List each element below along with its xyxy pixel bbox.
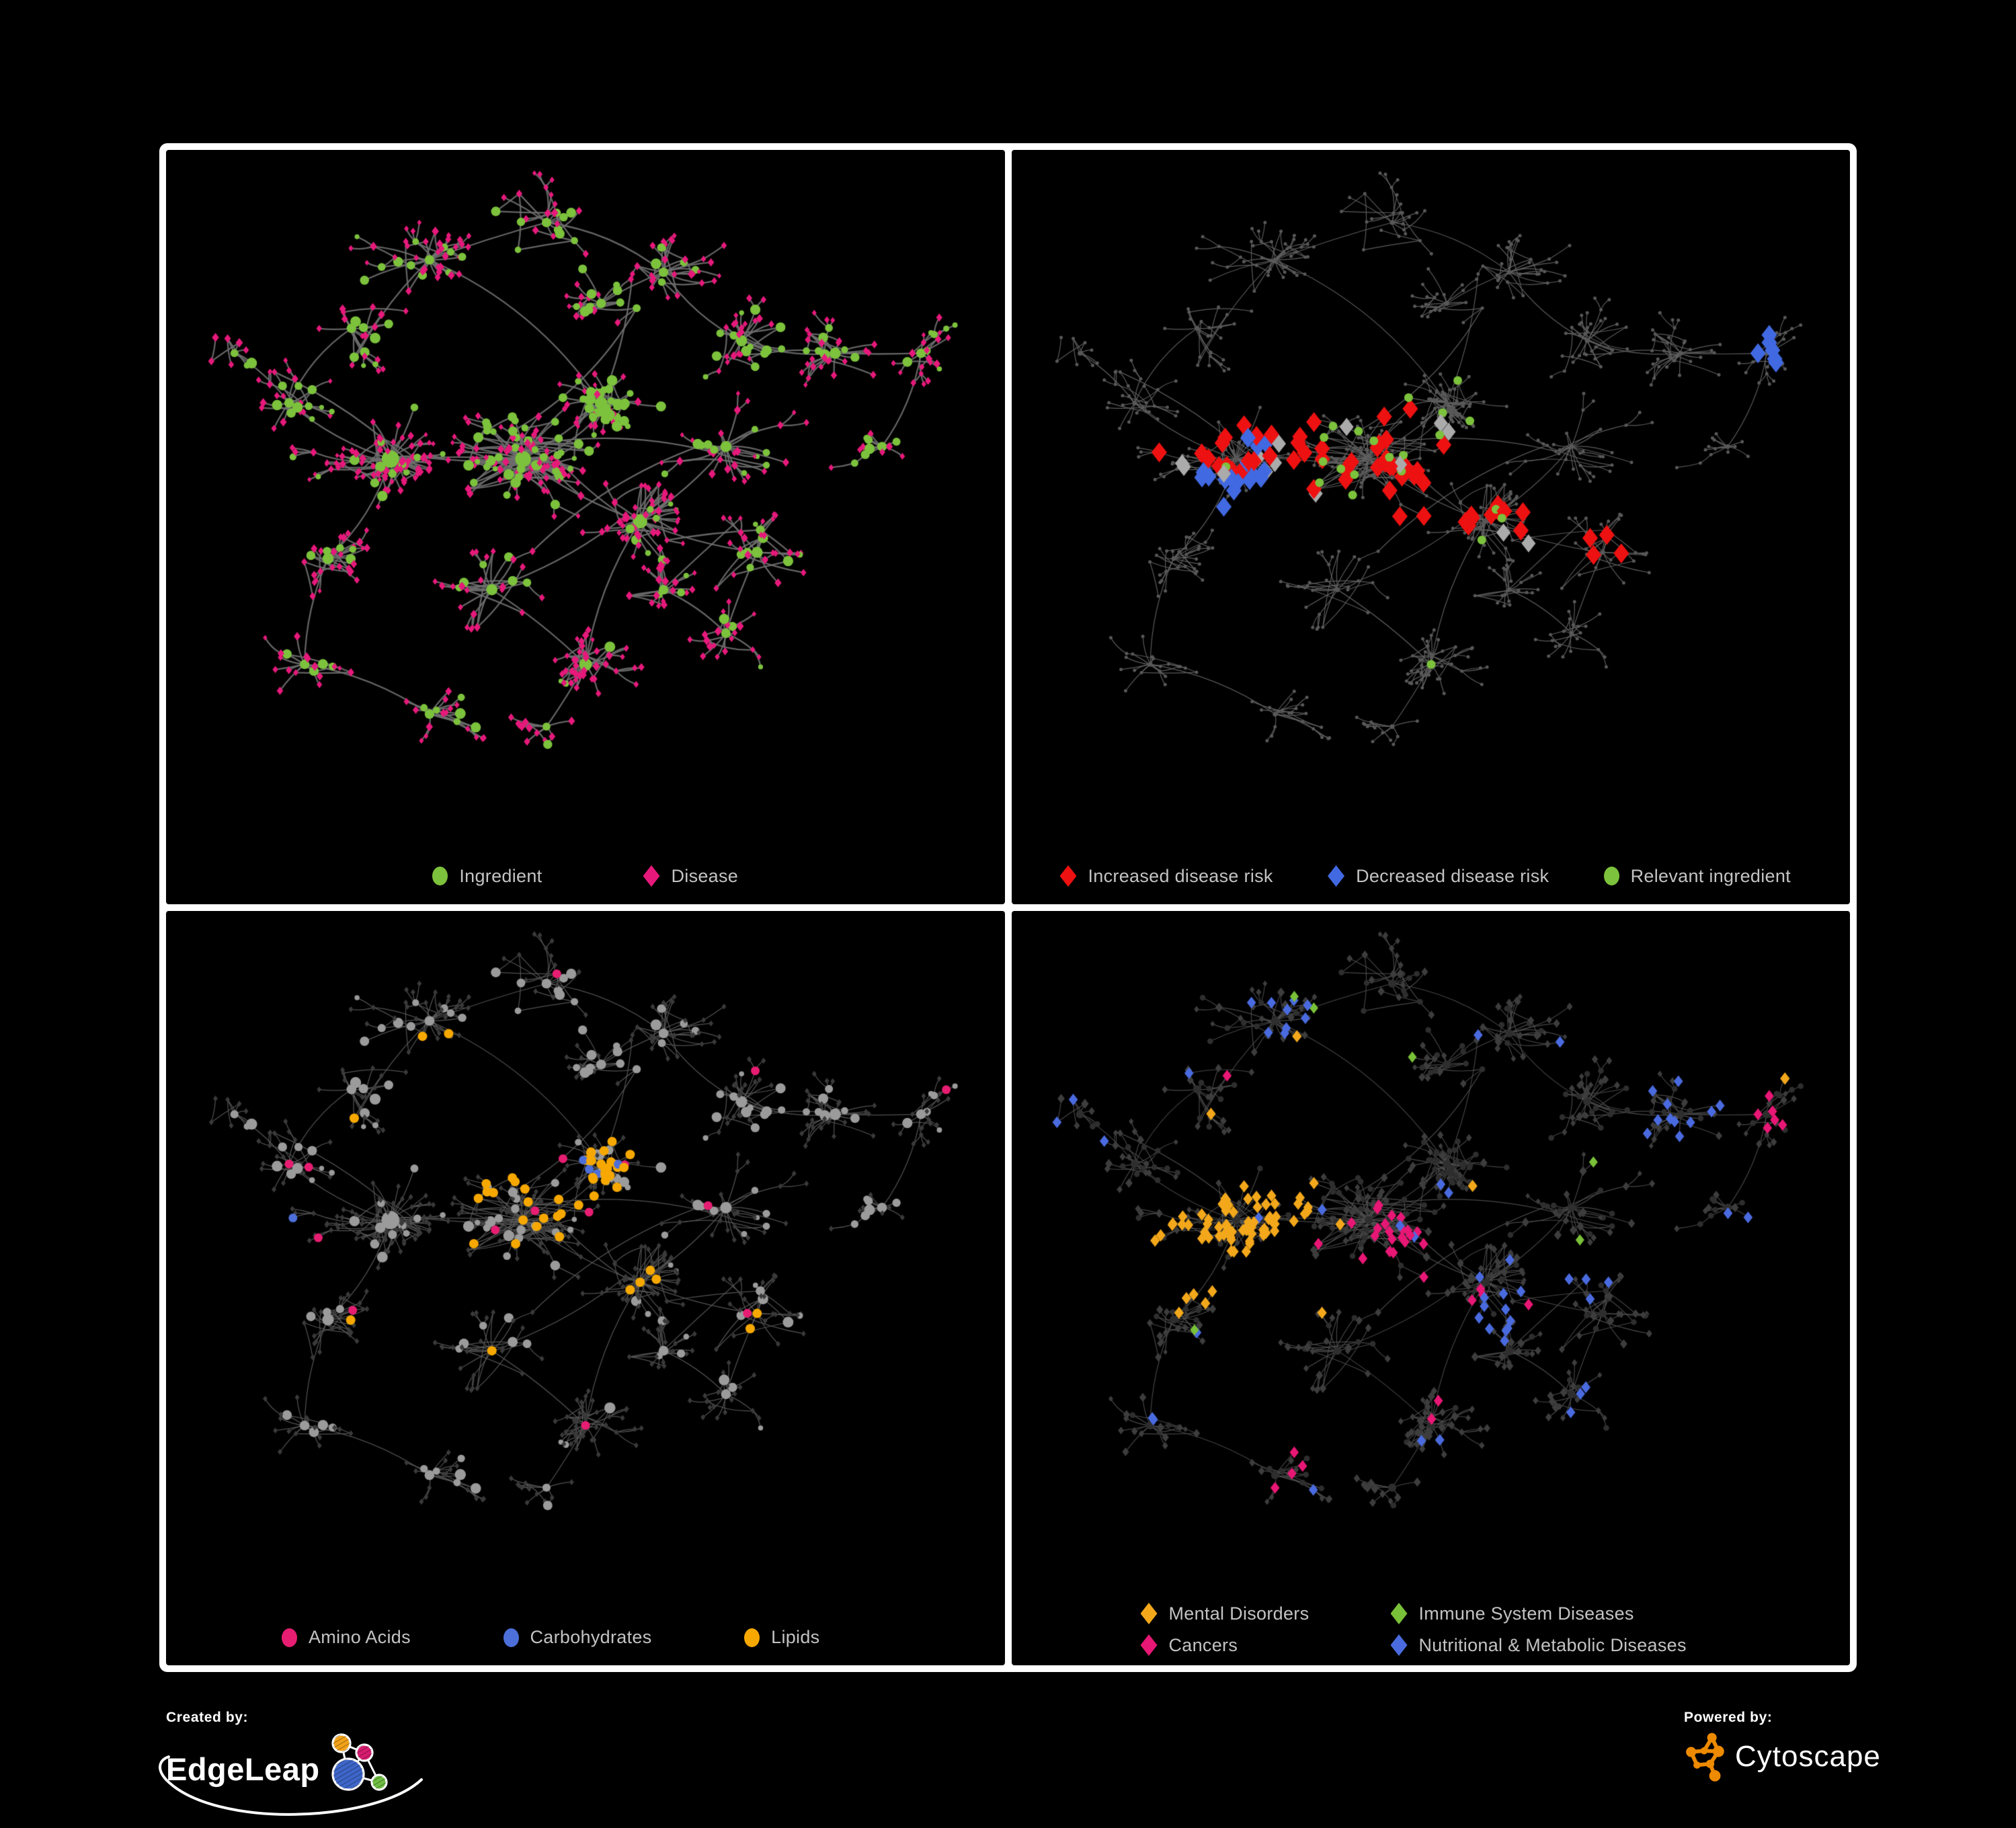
cytoscape-credit: Powered by: [1684, 1710, 1886, 1782]
panel-disease-risk: Increased disease risk Decreased disease… [1011, 150, 1851, 904]
lipids-swatch-icon [744, 1628, 760, 1647]
panel-ingredient-disease: Ingredient Disease [166, 150, 1005, 904]
cancers-swatch-icon [1140, 1634, 1158, 1656]
legend-item: Amino Acids [282, 1627, 411, 1648]
legend-label: Carbohydrates [530, 1627, 652, 1647]
legend-item: Relevant ingredient [1603, 865, 1791, 887]
decreased-risk-swatch-icon [1328, 865, 1345, 887]
cytoscape-logo: Cytoscape [1684, 1731, 1886, 1782]
legend-label: Relevant ingredient [1630, 865, 1791, 886]
legend-label: Lipids [771, 1627, 820, 1647]
ingredient-swatch-icon [432, 867, 448, 885]
legend-disease-classes: Mental Disorders Immune System Diseases … [1012, 1603, 1851, 1656]
edgeleap-credit: Created by: EdgeLeap [159, 1710, 502, 1816]
legend-label: Disease [671, 865, 739, 886]
legend-label: Ingredient [459, 865, 542, 886]
legend-item: Mental Disorders [1140, 1603, 1391, 1624]
network-canvas-ingredient-classes [166, 911, 1005, 1665]
legend-disease-risk: Increased disease risk Decreased disease… [1012, 865, 1851, 887]
legend-item: Decreased disease risk [1328, 865, 1549, 887]
cytoscape-logo-text: Cytoscape [1735, 1740, 1881, 1773]
powered-by-label: Powered by: [1684, 1710, 1773, 1725]
carbohydrates-swatch-icon [503, 1628, 519, 1647]
panel-ingredient-classes: Amino Acids Carbohydrates Lipids [166, 911, 1005, 1665]
network-canvas-disease-classes [1011, 911, 1850, 1665]
legend-label: Amino Acids [309, 1627, 411, 1647]
network-canvas-disease-risk [1011, 150, 1850, 904]
immune-diseases-swatch-icon [1390, 1603, 1408, 1624]
edgeleap-logo-icon [331, 1733, 388, 1791]
edgeleap-logo: EdgeLeap [159, 1731, 502, 1816]
legend-item: Increased disease risk [1059, 865, 1273, 887]
panel-grid: Ingredient Disease Increased disease ris… [159, 143, 1857, 1672]
disease-swatch-icon [643, 865, 660, 887]
legend-label: Cancers [1168, 1634, 1238, 1655]
legend-item: Ingredient [432, 866, 542, 887]
legend-item: Nutritional & Metabolic Diseases [1390, 1634, 1851, 1656]
legend-item: Carbohydrates [503, 1627, 652, 1648]
legend-item: Lipids [744, 1627, 819, 1648]
created-by-label: Created by: [166, 1710, 249, 1725]
legend-label: Increased disease risk [1088, 865, 1273, 886]
legend-item: Immune System Diseases [1390, 1603, 1851, 1624]
cytoscape-logo-icon [1686, 1733, 1724, 1782]
mental-disorders-swatch-icon [1140, 1603, 1158, 1624]
legend-item: Disease [643, 865, 738, 887]
amino-acids-swatch-icon [282, 1628, 297, 1647]
legend-label: Decreased disease risk [1356, 865, 1549, 886]
nutritional-metabolic-swatch-icon [1390, 1634, 1408, 1656]
legend-ingredient-classes: Amino Acids Carbohydrates Lipids [166, 1627, 1005, 1648]
legend-ingredient-disease: Ingredient Disease [166, 865, 1005, 887]
edgeleap-logo-text: EdgeLeap [166, 1751, 320, 1787]
relevant-ingredient-swatch-icon [1603, 867, 1619, 885]
increased-risk-swatch-icon [1059, 865, 1077, 887]
legend-label: Immune System Diseases [1418, 1603, 1634, 1624]
legend-label: Nutritional & Metabolic Diseases [1418, 1634, 1687, 1655]
network-canvas-ingredient-disease [166, 150, 1005, 904]
panel-disease-classes: Mental Disorders Immune System Diseases … [1011, 911, 1851, 1665]
legend-item: Cancers [1140, 1634, 1391, 1656]
legend-label: Mental Disorders [1168, 1603, 1309, 1624]
